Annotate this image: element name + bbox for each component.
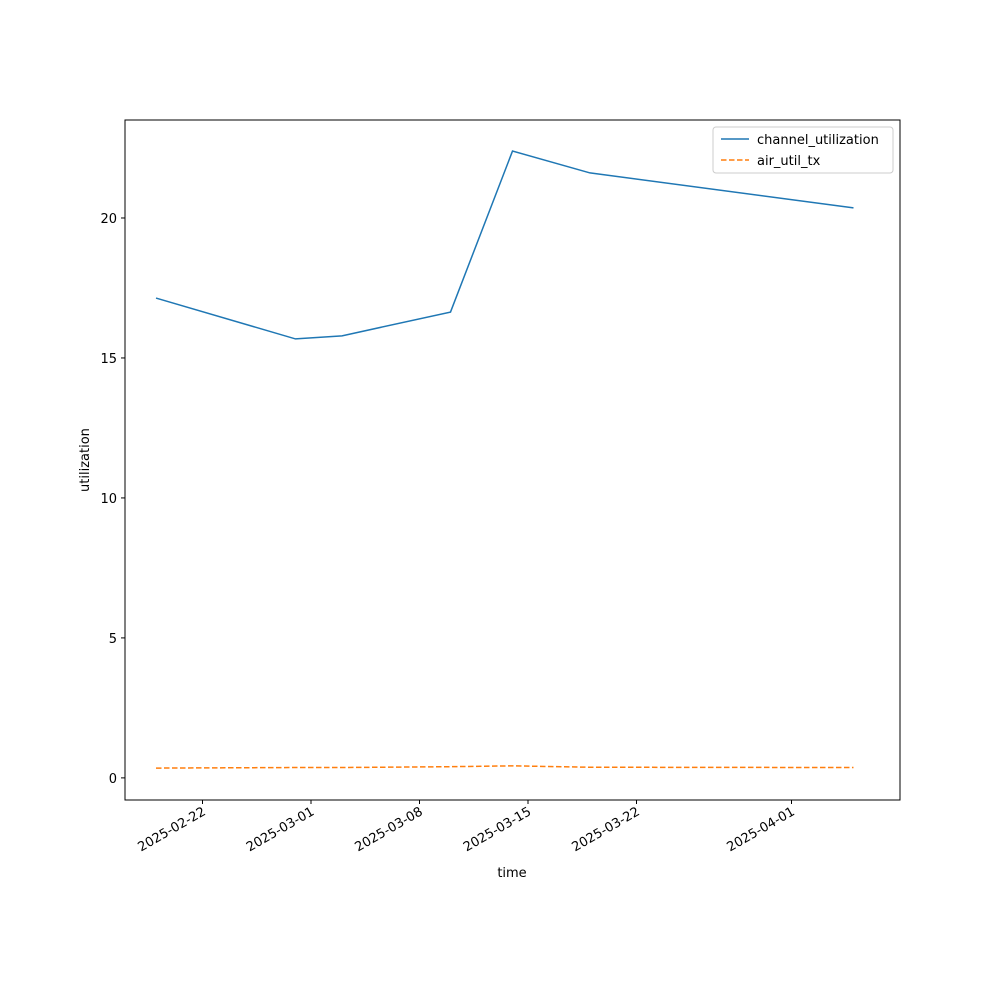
y-tick-label: 10 <box>100 492 117 507</box>
legend-label: air_util_tx <box>757 154 821 169</box>
x-tick-label: 2025-03-22 <box>570 804 643 855</box>
x-tick-label: 2025-02-22 <box>136 804 209 855</box>
x-tick-label: 2025-03-01 <box>244 804 317 855</box>
y-tick-label: 5 <box>109 632 117 647</box>
plot-frame <box>124 119 901 801</box>
x-tick-label: 2025-03-08 <box>353 804 426 855</box>
legend-label: channel_utilization <box>757 133 879 148</box>
y-tick-label: 20 <box>100 212 117 227</box>
legend-box <box>712 126 894 174</box>
series-line <box>155 765 854 769</box>
x-axis-label: time <box>497 866 526 881</box>
series-line <box>155 150 854 340</box>
y-tick-label: 0 <box>109 772 117 787</box>
y-tick-label: 15 <box>100 352 117 367</box>
y-axis-label: utilization <box>78 428 93 492</box>
x-tick-label: 2025-04-01 <box>725 804 798 855</box>
x-tick-label: 2025-03-15 <box>461 804 534 855</box>
